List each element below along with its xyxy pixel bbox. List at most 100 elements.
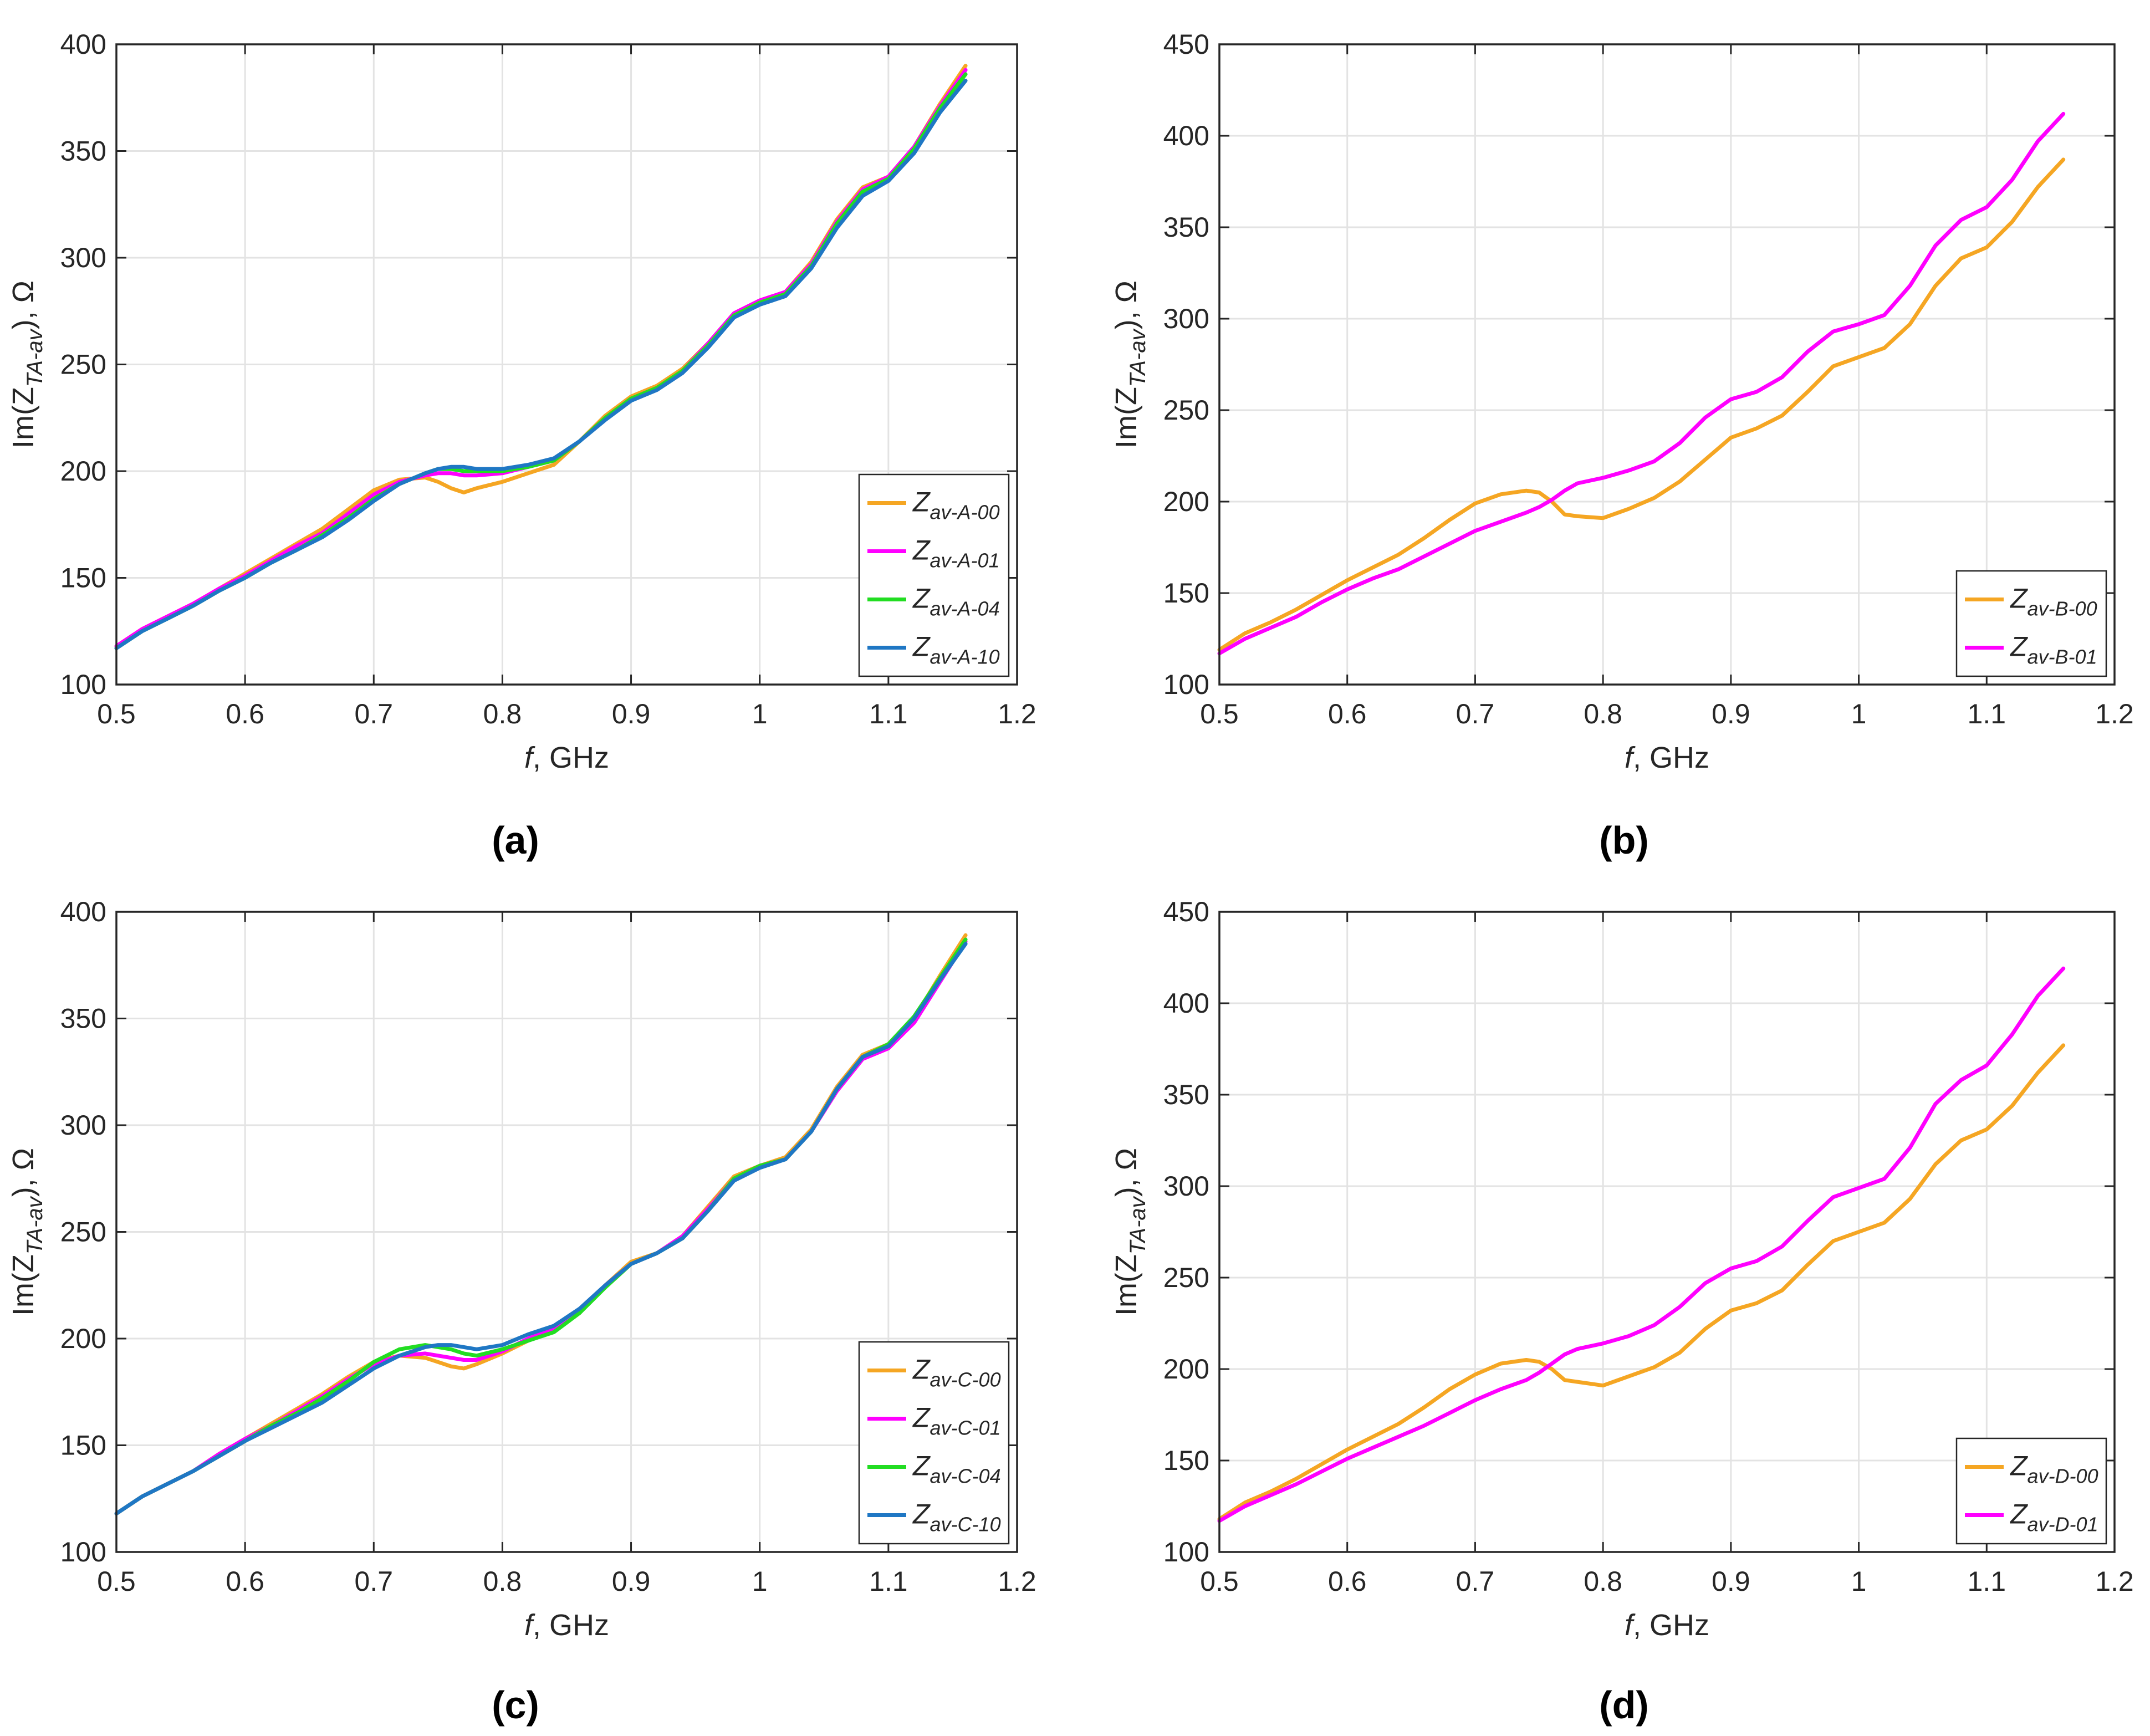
legend-label-subscript: av-A-01 — [930, 549, 1000, 572]
x-axis-label: f, GHz — [524, 1609, 609, 1642]
y-tick-label: 400 — [1163, 988, 1209, 1019]
x-tick-label: 0.8 — [483, 698, 522, 729]
y-tick-label: 200 — [1163, 1354, 1209, 1385]
series-line-av-d-01 — [1217, 966, 2066, 1523]
legend-label-symbol: Z — [912, 535, 931, 566]
legend-label-subscript: av-A-10 — [930, 646, 1000, 668]
x-tick-label: 1 — [752, 698, 768, 729]
y-tick-label: 150 — [1163, 1445, 1209, 1476]
y-tick-label: 150 — [60, 563, 106, 594]
y-axis-label: Im(ZTA-av), Ω — [7, 280, 47, 448]
y-tick-label: 300 — [60, 242, 106, 273]
y-tick-label: 200 — [60, 1323, 106, 1354]
legend-label-subscript: av-A-04 — [930, 598, 1000, 620]
x-tick-label: 0.9 — [1712, 698, 1750, 729]
legend-label: Zav-A-01 — [912, 535, 1000, 572]
legend-label-symbol: Z — [912, 1451, 931, 1482]
y-axis-label: Im(ZTA-av), Ω — [1110, 280, 1150, 448]
x-tick-label: 0.6 — [226, 1566, 264, 1597]
legend-label-symbol: Z — [912, 1402, 931, 1433]
y-axis-label: Im(ZTA-av), Ω — [7, 1148, 47, 1316]
legend-label: Zav-A-10 — [912, 631, 1000, 668]
legend-label: Zav-D-01 — [2010, 1499, 2098, 1536]
series-line-av-a-10 — [114, 79, 968, 650]
y-tick-label: 250 — [60, 349, 106, 380]
series-line-av-c-10 — [114, 942, 968, 1516]
y-tick-label: 200 — [60, 456, 106, 487]
axes-box — [1218, 911, 2116, 1553]
y-axis-label-suffix: ), Ω — [7, 280, 40, 329]
legend-label-subscript: av-C-00 — [930, 1369, 1001, 1391]
legend-label-subscript: av-B-01 — [2028, 646, 2097, 668]
legend-label: Zav-C-10 — [912, 1499, 1001, 1536]
legend-box — [858, 1341, 1010, 1545]
legend-label: Zav-B-01 — [2010, 631, 2097, 668]
x-tick-label: 1.2 — [2095, 698, 2134, 729]
x-tick-label: 0.7 — [1456, 698, 1495, 729]
y-axis-label-prefix: Im(Z — [1110, 387, 1143, 448]
y-tick-label: 250 — [60, 1217, 106, 1248]
legend-label-symbol: Z — [912, 583, 931, 614]
y-tick-label: 400 — [60, 896, 106, 927]
legend-label: Zav-C-04 — [912, 1451, 1001, 1488]
panel-d: 0.5 0.6 0.7 0.8 0.9 1 1.1 1.2 100 150 200 250 300 350… — [1110, 896, 2134, 1642]
series-line-av-b-01 — [1217, 111, 2066, 656]
x-tick-label: 0.6 — [226, 698, 264, 729]
legend-label-symbol: Z — [2010, 583, 2028, 614]
legend-label-subscript: av-D-00 — [2028, 1465, 2098, 1488]
y-tick-label: 150 — [1163, 578, 1209, 609]
y-tick-label: 100 — [60, 1536, 106, 1567]
y-axis-label-prefix: Im(Z — [7, 387, 40, 448]
y-tick-label: 400 — [1163, 120, 1209, 151]
y-tick-label: 100 — [1163, 1536, 1209, 1567]
x-tick-label: 0.9 — [612, 698, 651, 729]
x-tick-label: 0.7 — [355, 698, 394, 729]
x-axis-label-unit: , GHz — [1633, 1609, 1709, 1642]
x-axis-label: f, GHz — [1625, 741, 1709, 774]
legend-label-subscript: av-C-04 — [930, 1465, 1001, 1488]
legend-label-symbol: Z — [2010, 631, 2028, 662]
y-axis-label-suffix: ), Ω — [1110, 280, 1143, 329]
y-axis-label-subscript: TA-av — [1126, 328, 1150, 387]
y-tick-label: 350 — [60, 136, 106, 167]
legend-label-symbol: Z — [2010, 1499, 2028, 1530]
legend-label: Zav-A-00 — [912, 487, 1000, 524]
x-tick-label: 1.2 — [998, 698, 1036, 729]
x-axis-label: f, GHz — [524, 741, 609, 774]
x-tick-label: 0.7 — [1456, 1566, 1495, 1597]
y-axis-label-suffix: ), Ω — [7, 1148, 40, 1197]
legend-label-subscript: av-D-01 — [2028, 1513, 2098, 1536]
x-tick-label: 0.8 — [483, 1566, 522, 1597]
legend-box — [1955, 1437, 2107, 1545]
y-axis-label-prefix: Im(Z — [7, 1254, 40, 1316]
legend-label-symbol: Z — [912, 631, 931, 662]
y-tick-label: 250 — [1163, 395, 1209, 426]
x-axis-label-symbol: f — [1625, 741, 1636, 774]
legend-label: Zav-D-00 — [2010, 1451, 2098, 1488]
x-tick-label: 1.2 — [998, 1566, 1036, 1597]
y-tick-label: 300 — [60, 1110, 106, 1141]
y-tick-label: 200 — [1163, 486, 1209, 517]
x-axis-label-symbol: f — [524, 741, 535, 774]
x-tick-label: 1.1 — [869, 1566, 908, 1597]
legend-label-symbol: Z — [2010, 1451, 2028, 1482]
legend-label-symbol: Z — [912, 487, 931, 518]
x-tick-label: 1.1 — [869, 698, 908, 729]
panel-label-c: (c) — [492, 1683, 539, 1727]
x-tick-label: 0.8 — [1584, 698, 1622, 729]
x-axis-label-symbol: f — [524, 1609, 535, 1642]
x-tick-label: 0.5 — [97, 698, 136, 729]
x-tick-label: 0.5 — [97, 1566, 136, 1597]
x-axis-label-unit: , GHz — [1633, 741, 1709, 774]
x-tick-label: 0.5 — [1200, 698, 1239, 729]
y-axis-label-prefix: Im(Z — [1110, 1254, 1143, 1316]
panel-label-b: (b) — [1599, 819, 1648, 862]
x-tick-label: 1.2 — [2095, 1566, 2134, 1597]
panel-a: 0.5 0.6 0.7 0.8 0.9 1 1.1 1.2 100 150 200 250 300 350… — [7, 29, 1036, 774]
y-tick-label: 300 — [1163, 1171, 1209, 1202]
